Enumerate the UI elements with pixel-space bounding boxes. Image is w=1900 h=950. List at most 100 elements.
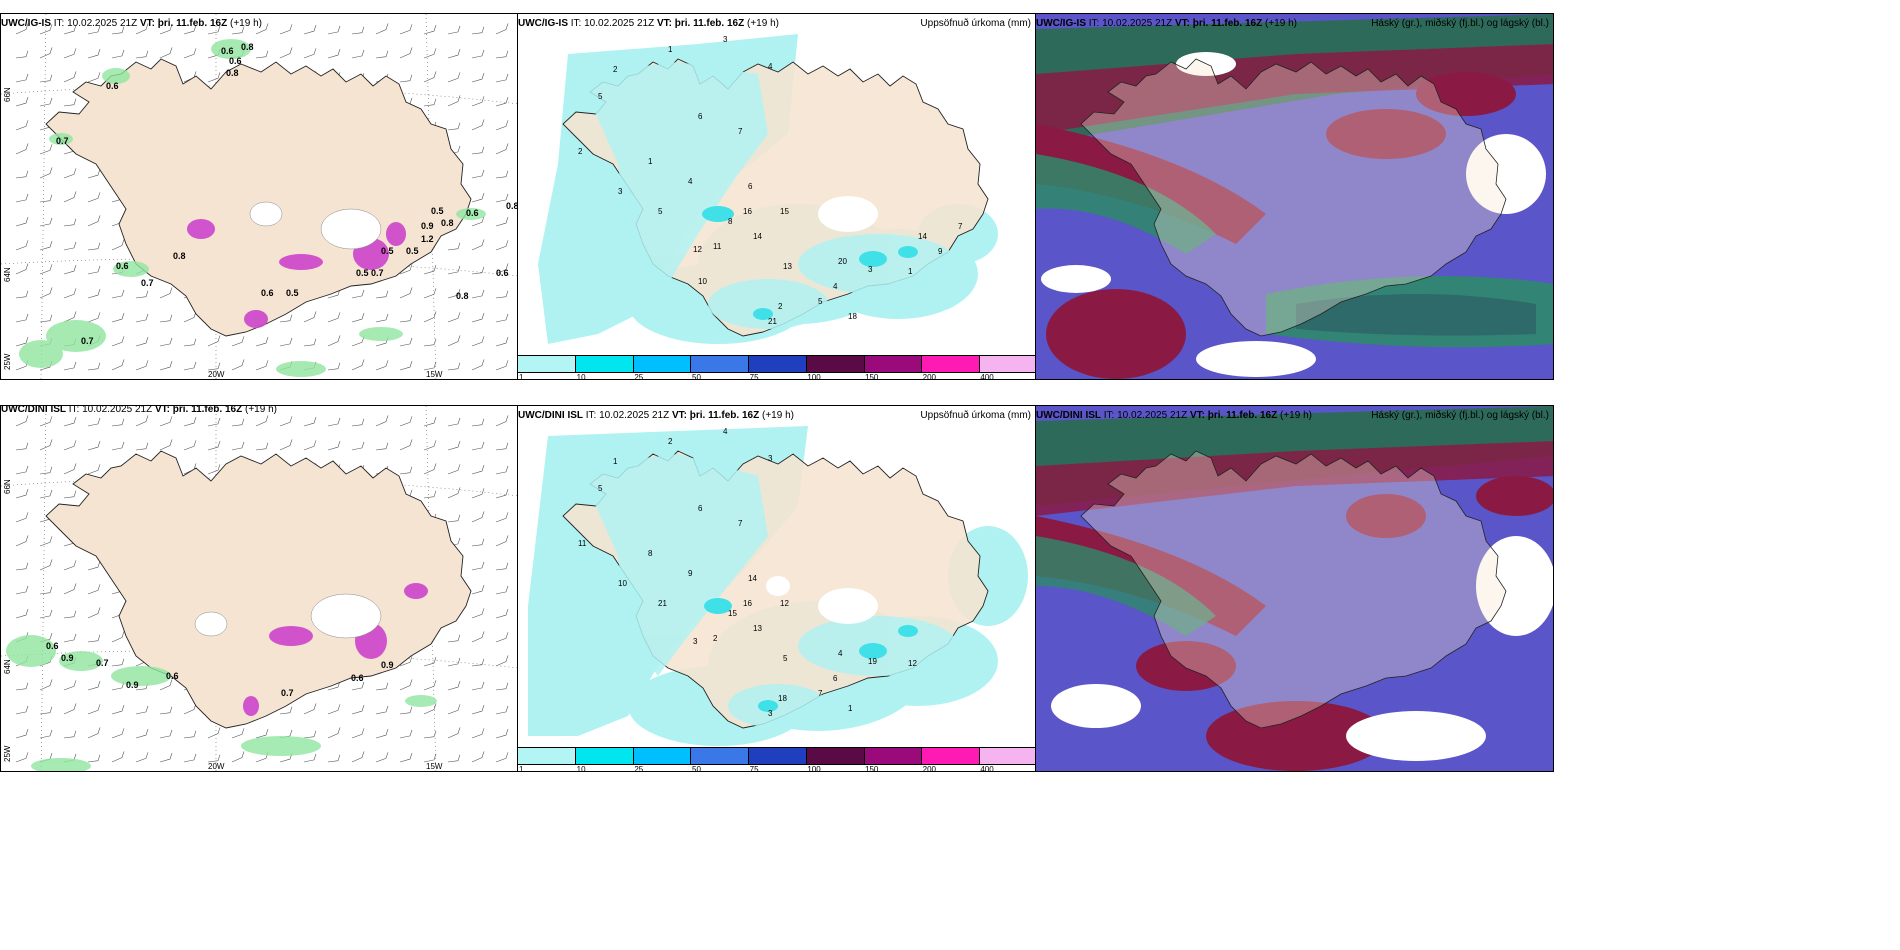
wind-barb xyxy=(231,359,245,371)
wind-barb xyxy=(15,50,29,59)
map-value-label: 3 xyxy=(723,35,728,44)
map-value-label: 5 xyxy=(818,297,823,306)
wind-barb xyxy=(63,417,77,427)
map-value-label: 7 xyxy=(738,519,743,528)
wind-barb xyxy=(351,751,365,763)
wind-barb xyxy=(423,703,437,715)
wind-barb xyxy=(495,240,509,251)
map-value-label: 6 xyxy=(833,674,838,683)
map-value-label: 3 xyxy=(868,265,873,274)
wind-barb xyxy=(303,753,317,763)
wind-barb xyxy=(303,48,317,59)
wind-barb xyxy=(111,658,125,667)
map-value-label: 21 xyxy=(768,317,777,326)
wind-barb xyxy=(87,169,101,179)
wind-barb xyxy=(375,729,389,739)
map-value-label: 0.6 xyxy=(261,288,274,298)
wind-barb xyxy=(423,25,437,35)
wind-barb xyxy=(327,754,341,763)
wind-barb xyxy=(207,441,221,451)
map-value-label: 0.6 xyxy=(116,261,129,271)
wind-barb xyxy=(111,313,125,323)
wind-barb xyxy=(423,657,437,667)
map-value-label: 14 xyxy=(748,574,757,583)
wind-barb xyxy=(87,362,101,371)
wind-barb xyxy=(63,191,77,203)
wind-barb xyxy=(183,730,197,739)
wind-barb xyxy=(303,338,317,347)
wind-barb xyxy=(87,727,101,739)
map-value-label: 1 xyxy=(668,45,673,54)
wind-barb xyxy=(495,313,509,323)
wind-barb xyxy=(423,463,437,475)
map-value-label: 8 xyxy=(728,217,733,226)
wind-barb xyxy=(471,119,485,131)
colorbar-tick-label: 150 xyxy=(865,373,879,380)
lon-label-20: 20W xyxy=(208,370,225,379)
wind-barb xyxy=(351,26,365,35)
wind-barb xyxy=(63,311,77,323)
wind-barb xyxy=(399,47,413,59)
wind-barb xyxy=(423,311,437,323)
precip-colorbar xyxy=(518,747,1035,765)
wind-barb xyxy=(63,583,77,595)
wind-barb xyxy=(111,239,125,251)
map-value-label: 0.9 xyxy=(126,680,139,690)
precip-colorbar xyxy=(518,355,1035,373)
wind-barb xyxy=(207,727,221,739)
wind-barb xyxy=(39,47,53,59)
wind-barb xyxy=(399,314,413,323)
wind-barb xyxy=(399,416,413,427)
wind-barb xyxy=(15,193,29,203)
wind-barb xyxy=(159,24,173,35)
wind-barb xyxy=(207,362,221,371)
map-value-label: 0.6 xyxy=(166,671,179,681)
wind-barb xyxy=(15,217,29,227)
map-value-label: 11 xyxy=(713,242,722,251)
wind-barb xyxy=(495,415,509,427)
wind-barb xyxy=(15,290,29,299)
wind-barb xyxy=(327,704,341,715)
wind-barb xyxy=(87,681,101,691)
wind-barb xyxy=(63,168,77,179)
map-value-label: 7 xyxy=(958,222,963,231)
map-value-label: 9 xyxy=(938,247,943,256)
wind-barb xyxy=(279,416,293,427)
wind-barb xyxy=(15,465,29,475)
wind-barb xyxy=(63,265,77,275)
wind-barb xyxy=(159,729,173,739)
wind-barb xyxy=(63,440,77,451)
wind-barb xyxy=(351,289,365,299)
wind-barb xyxy=(471,751,485,763)
panel-title: UWC/IG-IS IT: 10.02.2025 21Z VT: þri. 11… xyxy=(1,18,262,29)
wind-barb xyxy=(255,23,269,35)
wind-barb xyxy=(135,705,149,715)
wind-barb xyxy=(399,337,413,347)
colorbar-tick-label: 10 xyxy=(576,765,586,772)
wind-barb xyxy=(375,50,389,59)
wind-barb xyxy=(495,535,509,547)
wind-barb xyxy=(447,49,461,59)
wind-barb xyxy=(39,144,53,155)
icing-green-areas xyxy=(19,39,486,377)
wind-barb xyxy=(495,23,509,35)
map-value-label: 6 xyxy=(698,504,703,513)
wind-barb xyxy=(495,562,509,571)
wind-barb xyxy=(423,265,437,275)
wind-barb xyxy=(279,706,293,715)
map-value-label: 18 xyxy=(778,694,787,703)
wind-barb xyxy=(135,729,149,739)
wind-barb xyxy=(135,415,149,427)
wind-barb xyxy=(399,679,413,691)
wind-barb xyxy=(135,50,149,59)
wind-barb xyxy=(471,585,485,595)
wind-barb xyxy=(375,752,389,763)
colorbar-segment xyxy=(864,748,923,764)
wind-barb xyxy=(495,290,509,299)
wind-barb xyxy=(303,730,317,739)
icing-value-labels: 0.60.9 0.70.90.60.70.60.9 xyxy=(46,641,394,698)
wind-barb xyxy=(135,752,149,763)
wind-barb xyxy=(375,705,389,715)
wind-barb xyxy=(279,47,293,59)
